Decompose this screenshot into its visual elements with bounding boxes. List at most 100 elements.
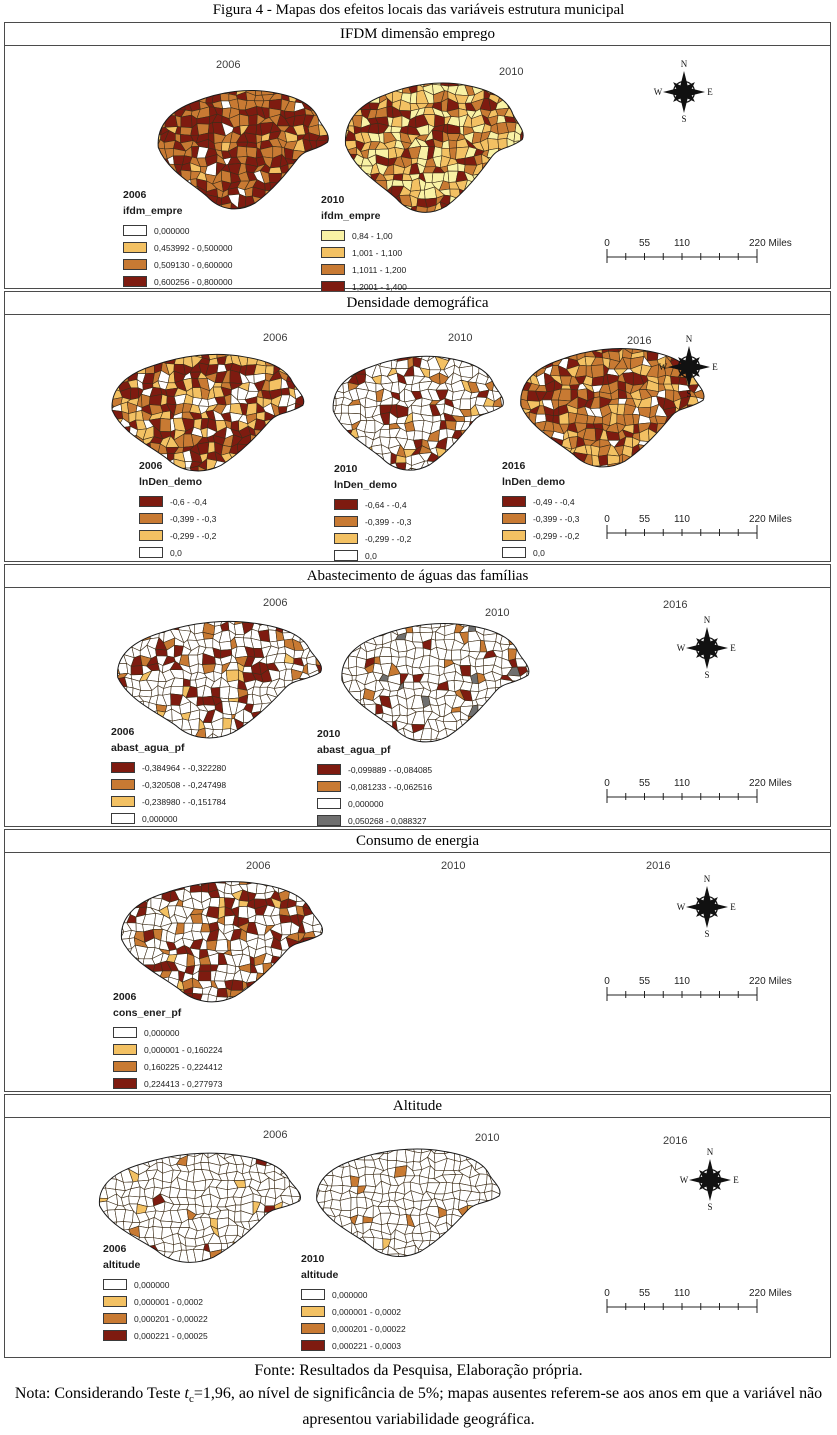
svg-text:W: W <box>677 902 686 912</box>
legend-swatch <box>301 1306 325 1317</box>
figure-note: Nota: Considerando Teste tc=1,96, ao nív… <box>8 1382 829 1432</box>
legend-swatch <box>502 513 526 524</box>
legend-label: 0,160225 - 0,224412 <box>144 1061 223 1072</box>
legend-row: 0,0 <box>502 544 579 561</box>
legend-swatch <box>334 533 358 544</box>
choropleth-map-2006 <box>91 1148 306 1268</box>
legend-label: 1,1011 - 1,200 <box>352 264 407 275</box>
legend-year: 2010 <box>321 194 345 206</box>
svg-text:0: 0 <box>604 514 610 525</box>
map-legend-2010: 2010 lnDen_demo -0,64 - -0,4 -0,399 - -0,3 -… <box>334 463 411 564</box>
compass-rose-icon: N S W E <box>679 1145 741 1212</box>
svg-text:110: 110 <box>674 238 690 249</box>
legend-label: 1,001 - 1,100 <box>352 247 403 258</box>
legend-label: -0,299 - -0,2 <box>170 530 217 541</box>
choropleth-map-2006 <box>109 616 327 744</box>
legend-label: 1,2001 - 1,400 <box>352 281 407 292</box>
legend-row: -0,299 - -0,2 <box>139 527 216 544</box>
legend-swatch <box>321 264 345 275</box>
map-legend-2010: 2010 altitude 0,000000 0,000001 - 0,0002 0,0… <box>301 1253 406 1354</box>
map-legend-2006: 2006 abast_agua_pf -0,384964 - -0,322280 -0… <box>111 726 226 827</box>
legend-row: 0,453992 - 0,500000 <box>123 239 232 256</box>
choropleth-map-2006 <box>151 85 333 215</box>
legend-label: -0,399 - -0,3 <box>533 513 580 524</box>
svg-text:110: 110 <box>674 778 690 789</box>
svg-text:E: E <box>707 87 713 97</box>
svg-text:110: 110 <box>674 1288 690 1299</box>
legend-field: abast_agua_pf <box>111 742 185 754</box>
legend-label: 0,000001 - 0,0002 <box>134 1296 204 1307</box>
year-label-2016: 2016 <box>646 860 671 872</box>
legend-field: ifdm_empre <box>321 210 381 222</box>
legend-row: 0,000000 <box>301 1286 406 1303</box>
scale-bar: 0 55 110 220 Miles <box>601 513 811 543</box>
legend-label: 0,509130 - 0,600000 <box>154 259 233 270</box>
legend-row: 1,1011 - 1,200 <box>321 261 407 278</box>
legend-swatch <box>317 764 341 775</box>
legend-swatch <box>317 798 341 809</box>
choropleth-map-2006 <box>113 876 328 1008</box>
note-text-2: =1,96, ao nível de significância de 5%; … <box>193 1385 823 1428</box>
legend-row: 0,000001 - 0,160224 <box>113 1041 222 1058</box>
legend-field: abast_agua_pf <box>317 744 391 756</box>
legend-year: 2010 <box>301 1253 325 1265</box>
svg-text:0: 0 <box>604 238 610 249</box>
legend-swatch <box>317 815 341 826</box>
svg-text:E: E <box>712 362 718 372</box>
compass-rose-icon: N S W E <box>676 872 738 939</box>
legend-swatch <box>502 547 526 558</box>
year-label-2010: 2010 <box>441 860 466 872</box>
svg-text:N: N <box>686 334 693 344</box>
legend-label: 0,000000 <box>142 813 178 824</box>
legend-field: lnDen_demo <box>502 476 566 488</box>
legend-row: -0,299 - -0,2 <box>502 527 579 544</box>
legend-swatch <box>113 1044 137 1055</box>
panel-title: IFDM dimensão emprego <box>5 23 830 46</box>
legend-row: -0,238980 - -0,151784 <box>111 793 226 810</box>
svg-text:55: 55 <box>639 514 651 525</box>
legend-row: 0,000000 <box>123 222 232 239</box>
legend-year: 2010 <box>317 728 341 740</box>
legend-year: 2006 <box>113 991 137 1003</box>
choropleth-map-2010 <box>334 618 534 748</box>
legend-label: -0,299 - -0,2 <box>533 530 580 541</box>
panel-title: Densidade demográfica <box>5 292 830 315</box>
svg-text:S: S <box>707 1202 712 1211</box>
svg-text:110: 110 <box>674 976 690 987</box>
map-legend-2010: 2010 abast_agua_pf -0,099889 - -0,084085 -0… <box>317 728 432 829</box>
legend-field: altitude <box>103 1259 141 1271</box>
legend-year: 2006 <box>103 1243 127 1255</box>
map-legend-2006: 2006 ifdm_empre 0,000000 0,453992 - 0,50000… <box>123 189 232 290</box>
legend-label: 0,000221 - 0,00025 <box>134 1330 208 1341</box>
legend-year: 2010 <box>334 463 358 475</box>
svg-text:S: S <box>686 389 691 398</box>
legend-swatch <box>103 1313 127 1324</box>
legend-swatch <box>123 242 147 253</box>
svg-text:N: N <box>704 615 711 625</box>
legend-swatch <box>301 1289 325 1300</box>
year-label-2010: 2010 <box>448 332 473 344</box>
map-legend-2016: 2016 lnDen_demo -0,49 - -0,4 -0,399 - -0,3 -… <box>502 460 579 561</box>
legend-swatch <box>111 813 135 824</box>
year-label-2006: 2006 <box>263 332 288 344</box>
svg-text:N: N <box>707 1147 714 1157</box>
legend-row: 0,160225 - 0,224412 <box>113 1058 222 1075</box>
legend-year: 2006 <box>111 726 135 738</box>
legend-row: 0,000221 - 0,00025 <box>103 1327 208 1344</box>
svg-text:220 Miles: 220 Miles <box>749 976 792 987</box>
legend-row: 0,600256 - 0,800000 <box>123 273 232 290</box>
legend-row: -0,384964 - -0,322280 <box>111 759 226 776</box>
year-label-2010: 2010 <box>475 1132 500 1144</box>
legend-swatch <box>111 779 135 790</box>
legend-field: lnDen_demo <box>139 476 203 488</box>
legend-row: 0,000221 - 0,0003 <box>301 1337 406 1354</box>
legend-label: -0,299 - -0,2 <box>365 533 412 544</box>
legend-label: -0,384964 - -0,322280 <box>142 762 227 773</box>
legend-label: 0,453992 - 0,500000 <box>154 242 233 253</box>
svg-text:S: S <box>681 114 686 123</box>
legend-row: 0,84 - 1,00 <box>321 227 407 244</box>
legend-swatch <box>123 225 147 236</box>
legend-row: 0,224413 - 0,277973 <box>113 1075 222 1092</box>
scale-bar: 0 55 110 220 Miles <box>601 975 811 1005</box>
svg-text:220 Miles: 220 Miles <box>749 514 792 525</box>
